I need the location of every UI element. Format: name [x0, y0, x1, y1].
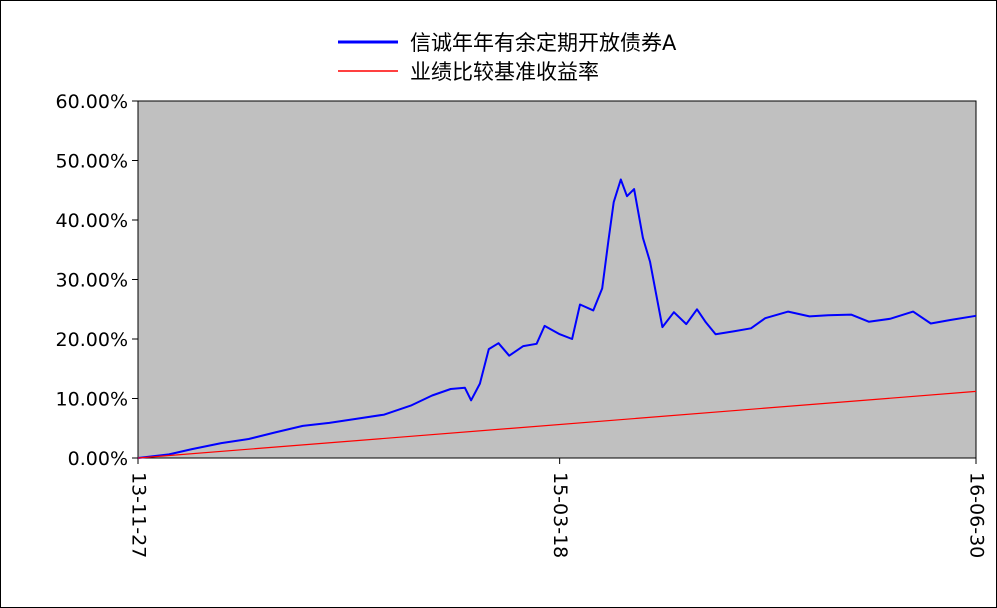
x-tick-label: 16-06-30 — [966, 472, 988, 558]
series-layer — [137, 178, 977, 459]
plot-area — [137, 100, 977, 459]
y-axis: 0.00% 10.00% 20.00% 30.00% 40.00% 50.00% 60.00… — [56, 91, 138, 470]
y-tick-label: 60.00% — [56, 91, 128, 113]
legend-label: 业绩比较基准收益率 — [410, 60, 599, 84]
y-tick-label: 50.00% — [56, 151, 128, 173]
y-tick-label: 0.00% — [68, 448, 128, 470]
series-line-benchmark — [137, 390, 977, 459]
x-axis: 13-11-27 15-03-18 16-06-30 — [128, 458, 988, 558]
x-tick-label: 15-03-18 — [549, 472, 571, 558]
x-tick-label: 13-11-27 — [128, 472, 150, 558]
y-tick-label: 10.00% — [56, 389, 128, 411]
y-tick-label: 40.00% — [56, 210, 128, 232]
legend: 信诚年年有余定期开放债券A 业绩比较基准收益率 — [338, 31, 677, 84]
series-line-fund — [137, 178, 977, 459]
y-tick-label: 30.00% — [56, 270, 128, 292]
y-tick-label: 20.00% — [56, 329, 128, 351]
legend-label: 信诚年年有余定期开放债券A — [410, 31, 677, 55]
